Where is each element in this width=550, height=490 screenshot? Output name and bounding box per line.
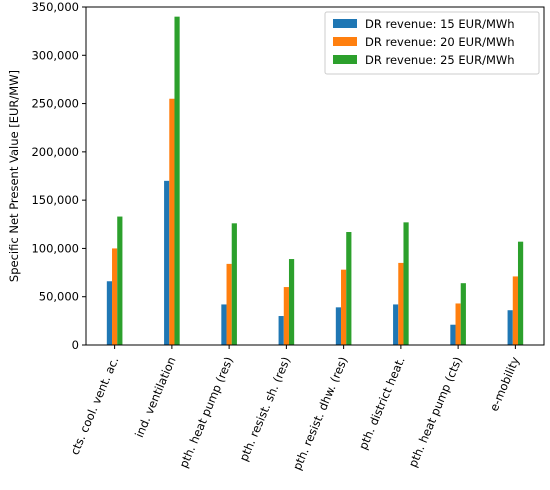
x-tick-label: pth. heat pump (res) xyxy=(176,355,235,470)
x-tick-label: e-mobility xyxy=(487,355,522,414)
bar-series-3-3 xyxy=(288,259,295,345)
y-tick-label: 100,000 xyxy=(31,241,79,255)
x-tick-label: pth. district heat. xyxy=(356,355,408,452)
bar-series-1-4 xyxy=(335,307,342,345)
legend-label-2: DR revenue: 20 EUR/MWh xyxy=(365,35,515,49)
bar-series-2-6 xyxy=(455,303,461,345)
x-tick-label: pth. heat pump (cts) xyxy=(406,355,465,470)
y-tick-label: 50,000 xyxy=(39,290,79,304)
bars-group xyxy=(106,16,524,346)
bar-series-1-5 xyxy=(393,304,399,345)
bar-series-2-1 xyxy=(169,98,175,346)
legend-swatch-1 xyxy=(333,19,357,28)
y-axis-label: Specific Net Present Value [EUR/MW] xyxy=(7,70,21,282)
bar-series-1-2 xyxy=(221,304,227,345)
y-tick-label: 350,000 xyxy=(31,0,79,14)
y-tick-label: 0 xyxy=(72,338,79,352)
y-tick-label: 200,000 xyxy=(31,145,79,159)
y-tick-label: 150,000 xyxy=(31,193,79,207)
bar-series-3-4 xyxy=(346,232,352,345)
bar-series-3-6 xyxy=(460,283,466,345)
bar-series-2-0 xyxy=(112,248,118,345)
x-tick-label: pth. resist. dhw. (res) xyxy=(290,355,350,473)
bar-series-1-3 xyxy=(278,316,284,345)
bar-series-1-0 xyxy=(106,281,113,345)
legend-swatch-2 xyxy=(333,37,357,46)
bar-series-1-7 xyxy=(507,310,513,345)
legend-swatch-3 xyxy=(333,55,357,64)
bar-series-2-5 xyxy=(398,262,404,345)
plot-frame xyxy=(85,6,545,346)
legend: DR revenue: 15 EUR/MWh DR revenue: 20 EUR… xyxy=(324,11,540,75)
y-axis: 0 50,000 100,000 150,000 200,000 250,000 300,0… xyxy=(31,0,86,352)
legend-label-1: DR revenue: 15 EUR/MWh xyxy=(365,17,515,31)
legend-label-3: DR revenue: 25 EUR/MWh xyxy=(365,53,515,67)
bar-series-2-3 xyxy=(283,287,289,345)
bar-series-3-5 xyxy=(403,222,409,345)
bar-series-2-7 xyxy=(512,276,518,345)
bar-series-3-2 xyxy=(231,223,237,345)
bar-series-2-4 xyxy=(341,269,347,345)
legend-box xyxy=(324,11,540,75)
bar-series-2-2 xyxy=(226,263,232,345)
bar-series-3-7 xyxy=(517,241,524,345)
bar-series-3-1 xyxy=(174,16,180,345)
x-tick-label: ind. ventilation xyxy=(132,355,179,440)
bar-series-1-6 xyxy=(450,324,456,345)
bar-series-3-0 xyxy=(117,216,123,345)
y-tick-label: 300,000 xyxy=(31,48,79,62)
y-tick-label: 250,000 xyxy=(31,97,79,111)
x-axis: cts. cool. vent. ac. ind. ventilationpth.… xyxy=(67,345,522,472)
x-tick-label: cts. cool. vent. ac. xyxy=(67,355,121,457)
bar-series-1-1 xyxy=(164,180,170,345)
x-tick-label: pth. resist. sh. (res) xyxy=(236,355,293,464)
